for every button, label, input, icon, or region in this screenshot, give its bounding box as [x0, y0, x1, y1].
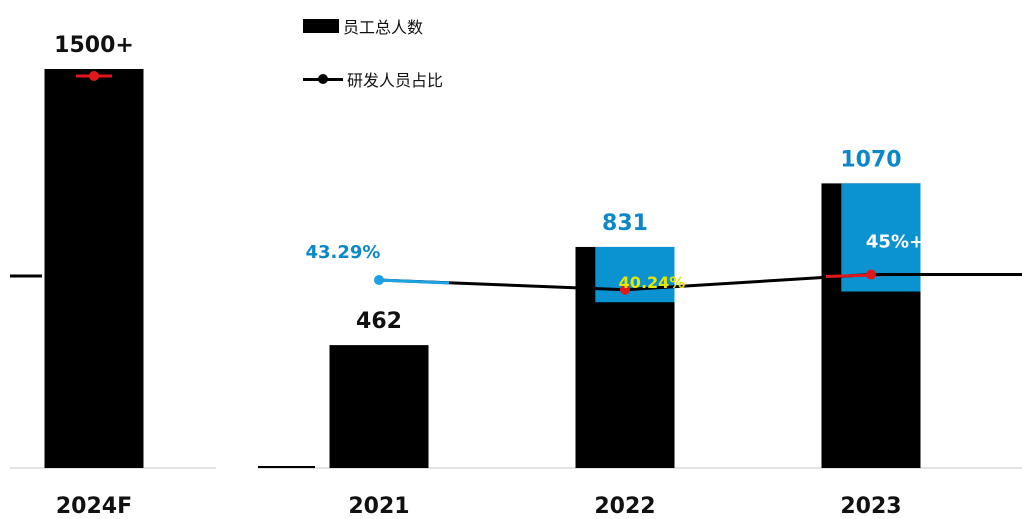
legend-item-rd-ratio: 研发人员占比	[303, 67, 443, 91]
bar-value-label-2023: 1070	[840, 147, 901, 172]
line-point-2022	[620, 284, 630, 295]
x-tick-label-2024F: 2024F	[56, 494, 132, 519]
x-tick-label-2023: 2023	[840, 494, 901, 519]
line-point-2023	[866, 269, 876, 280]
bar-value-label-2024F: 1500+	[54, 33, 134, 58]
x-tick-label-2021: 2021	[348, 494, 409, 519]
rd-ratio-label-2022: 40.24%	[619, 273, 686, 292]
marker-point-2024F	[89, 71, 99, 81]
line-accent-blue	[378, 278, 450, 285]
rd-ratio-label-2021: 43.29%	[306, 242, 381, 263]
legend-item-headcount: 员工总人数	[303, 14, 423, 38]
bar-value-label-2021: 462	[356, 309, 402, 334]
rd-ratio-label-2023: 45%+	[866, 232, 924, 253]
bar-2021	[329, 345, 429, 468]
bar-2024F	[44, 69, 144, 468]
bar-value-label-2022: 831	[602, 211, 648, 236]
legend-bar-swatch	[303, 19, 339, 33]
bar-highlight-2022	[595, 246, 675, 303]
legend-label-headcount: 员工总人数	[343, 18, 424, 37]
x-tick-label-2022: 2022	[594, 494, 655, 519]
legend-line-swatch	[303, 72, 343, 86]
legend-label-rd-ratio: 研发人员占比	[347, 71, 444, 90]
line-point-2021	[374, 275, 384, 285]
